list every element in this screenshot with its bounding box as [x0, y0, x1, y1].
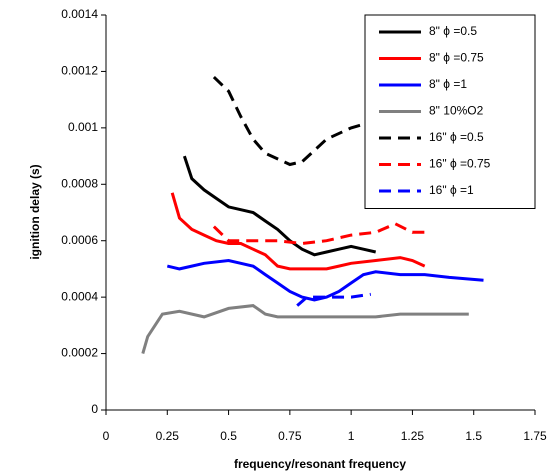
series-line: [212, 76, 372, 167]
x-tick-label: 0.5: [220, 429, 237, 443]
legend-label: 8" ϕ =1: [429, 77, 467, 91]
series-line: [212, 222, 425, 246]
series-line: [166, 258, 484, 302]
legend-label: 8" 10%O2: [429, 104, 484, 118]
y-tick-label: 0.0008: [61, 176, 98, 190]
y-tick-label: 0.0006: [61, 233, 98, 247]
x-tick-label: 1: [348, 429, 355, 443]
y-tick-label: 0.0004: [61, 289, 98, 303]
x-tick-label: 1.75: [523, 429, 547, 443]
legend-label: 8" ϕ =0.75: [429, 51, 484, 65]
y-tick-label: 0.0002: [61, 346, 98, 360]
series-line: [170, 192, 426, 271]
x-tick-label: 1.5: [465, 429, 482, 443]
x-tick-label: 0.25: [156, 429, 180, 443]
legend-label: 16" ϕ =0.75: [429, 157, 491, 171]
x-tick-label: 0: [103, 429, 110, 443]
legend-label: 16" ϕ =0.5: [429, 130, 484, 144]
legend-label: 8" ϕ =0.5: [429, 24, 477, 38]
series-line: [296, 292, 372, 307]
y-tick-label: 0.001: [68, 120, 98, 134]
y-axis-title: ignition delay (s): [28, 164, 42, 259]
series-line: [141, 304, 469, 355]
x-axis-title: frequency/resonant frequency: [234, 457, 406, 471]
x-tick-label: 1.25: [401, 429, 425, 443]
legend-label: 16" ϕ =1: [429, 183, 474, 197]
x-tick-label: 0.75: [278, 429, 302, 443]
series-line: [182, 155, 377, 257]
y-tick-label: 0: [91, 402, 98, 416]
y-tick-label: 0.0014: [61, 7, 98, 21]
y-tick-label: 0.0012: [61, 64, 98, 78]
